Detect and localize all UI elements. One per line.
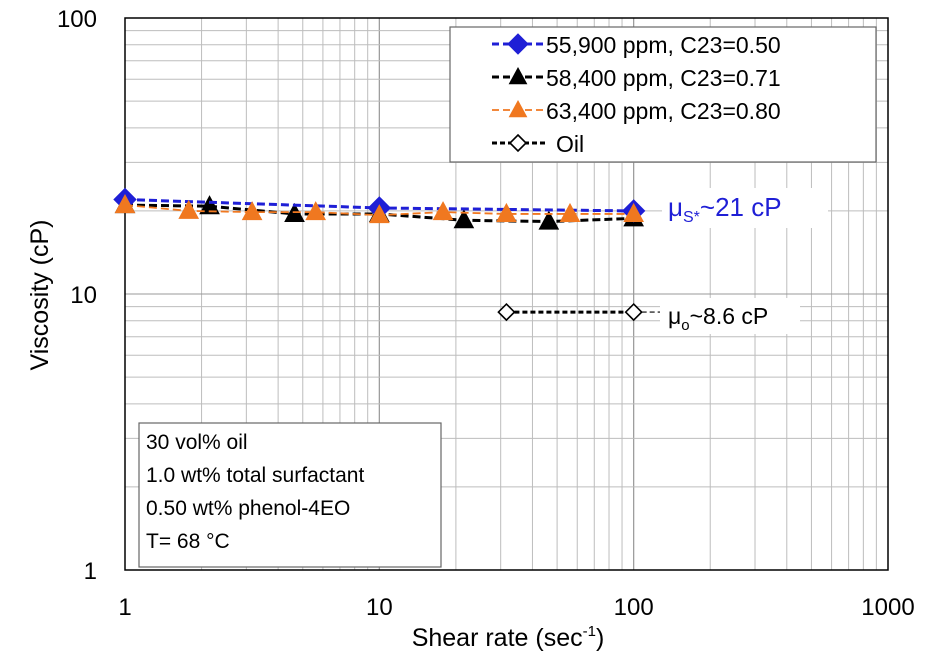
conditions-line-oil: 30 vol% oil	[146, 431, 248, 454]
y-tick-label-10: 10	[70, 282, 97, 309]
conditions-line-phenol: 0.50 wt% phenol-4EO	[146, 497, 350, 520]
y-tick-label-100: 100	[57, 6, 97, 33]
x-axis-title: Shear rate (sec-1)	[412, 623, 605, 652]
x-tick-labels: 1 10 100 1000	[118, 594, 914, 621]
legend-marker-63400	[508, 99, 528, 118]
series-point-63400	[496, 202, 517, 222]
series-point-63400	[305, 201, 327, 221]
series-point-63400	[114, 194, 136, 214]
series-point-63400	[432, 201, 454, 221]
x-tick-label-100: 100	[614, 594, 654, 621]
series-point-63400	[368, 204, 390, 224]
mu-s-annotation: μS*~21 cP	[662, 188, 828, 228]
legend-label-58400: 58,400 ppm, C23=0.71	[546, 65, 781, 91]
legend-marker-55900	[507, 33, 529, 55]
data-series	[113, 187, 660, 322]
legend: 55,900 ppm, C23=0.50 58,400 ppm, C23=0.7…	[449, 26, 877, 163]
y-axis-title: Viscosity (cP)	[26, 220, 54, 371]
y-tick-label-1: 1	[84, 558, 97, 585]
mu-s-label-background	[662, 188, 828, 228]
series-point-58400	[453, 209, 475, 229]
mu-o-label: μo~8.6 cP	[668, 303, 768, 334]
legend-label-55900: 55,900 ppm, C23=0.50	[546, 32, 781, 58]
x-tick-label-10: 10	[366, 594, 393, 621]
x-tick-label-1: 1	[118, 594, 131, 621]
series-point-63400	[241, 201, 263, 221]
mu-o-annotation: μo~8.6 cP	[660, 298, 800, 334]
series-point-58400	[538, 210, 560, 230]
series-point-63400	[559, 202, 581, 222]
mu-s-label: μS*~21 cP	[668, 192, 782, 226]
conditions-line-surfactant: 1.0 wt% total surfactant	[146, 464, 364, 487]
series-point-63400	[178, 199, 200, 219]
series-point-58400	[199, 195, 220, 215]
conditions-box: 30 vol% oil 1.0 wt% total surfactant 0.5…	[138, 422, 442, 568]
legend-marker-oil	[508, 133, 528, 153]
legend-label-63400: 63,400 ppm, C23=0.80	[546, 98, 781, 124]
legend-symbols	[492, 33, 545, 153]
series-point-63400	[623, 202, 645, 222]
y-tick-labels: 1 10 100	[57, 6, 97, 585]
conditions-line-temperature: T= 68 °C	[146, 530, 230, 553]
series-point-oil	[624, 302, 643, 322]
plot-frame	[124, 17, 889, 571]
legend-marker-58400	[508, 66, 528, 85]
mu-o-label-background	[660, 298, 800, 334]
conditions-box-frame	[138, 422, 442, 568]
series-point-oil	[497, 302, 516, 322]
x-tick-label-1000: 1000	[861, 594, 914, 621]
legend-label-oil: Oil	[556, 131, 584, 157]
